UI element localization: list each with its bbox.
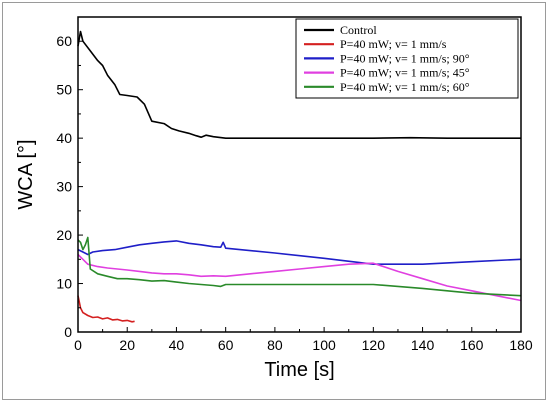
x-tick-label: 120 <box>362 337 386 353</box>
legend-entry-label: Control <box>340 23 377 37</box>
y-tick-label: 0 <box>64 324 72 340</box>
tick-layer: 0 20 40 60 80 100 120 140 160 180 0 10 20 30 40 50 60 <box>56 33 532 353</box>
legend-entry-label: P=40 mW; v= 1 mm/s; 45° <box>340 66 470 80</box>
series-line-4 <box>77 253 522 302</box>
y-tick-label: 40 <box>56 130 72 146</box>
x-tick-label: 100 <box>312 337 336 353</box>
series-layer <box>77 30 522 323</box>
series-line-1 <box>77 30 521 139</box>
y-tick-label: 60 <box>56 33 72 49</box>
x-tick-label: 0 <box>74 337 82 353</box>
x-axis-label: Time [s] <box>264 359 334 381</box>
legend-entry-label: P=40 mW; v= 1 mm/s; 60° <box>340 80 470 94</box>
y-tick-label: 30 <box>56 179 72 195</box>
y-tick-label: 20 <box>56 227 72 243</box>
y-axis-label: WCA [°] <box>15 139 37 209</box>
legend-entry-label: P=40 mW; v= 1 mm/s; 90° <box>340 51 470 65</box>
series-line-3 <box>77 240 522 265</box>
y-tick-label: 50 <box>56 82 72 98</box>
x-tick-label: 80 <box>267 337 283 353</box>
x-tick-label: 140 <box>411 337 435 353</box>
x-tick-label: 160 <box>460 337 484 353</box>
x-tick-label: 180 <box>509 337 533 353</box>
x-tick-label: 40 <box>169 337 185 353</box>
legend-entry-label: P=40 mW; v= 1 mm/s <box>340 37 447 51</box>
series-line-5 <box>77 236 522 297</box>
series-line-2 <box>77 295 135 323</box>
y-tick-label: 10 <box>56 276 72 292</box>
x-tick-label: 60 <box>218 337 234 353</box>
x-tick-label: 20 <box>119 337 135 353</box>
